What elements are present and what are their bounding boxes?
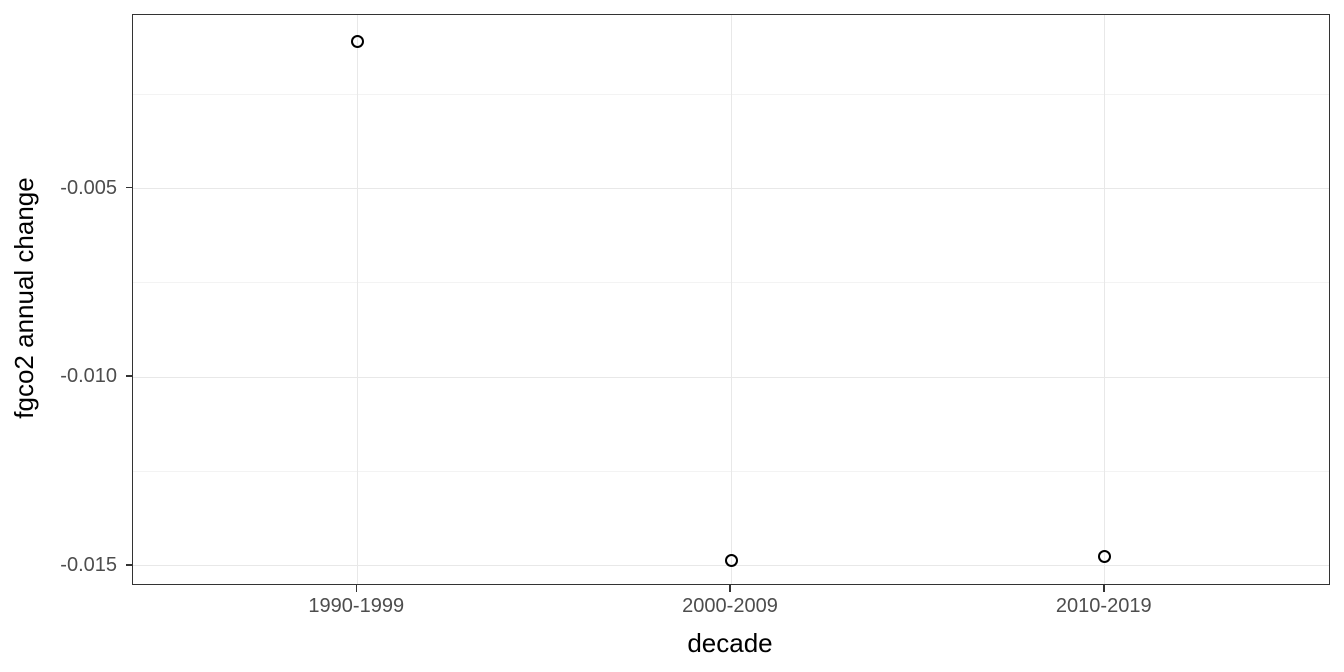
data-point-2000-2009: [724, 553, 738, 567]
x-axis-tick-mark: [355, 584, 357, 592]
x-axis-tick-label: 2000-2009: [682, 595, 778, 617]
y-axis-tick-mark: [126, 375, 133, 377]
gridline-major-vertical: [356, 15, 358, 584]
x-axis-tick-mark: [729, 584, 731, 592]
data-point-2010-2019: [1098, 550, 1112, 564]
x-axis-title: decade: [687, 628, 773, 658]
plot-panel: [132, 14, 1330, 585]
y-axis-tick-mark: [126, 186, 133, 189]
y-axis-tick-label: -0.010: [60, 365, 117, 388]
y-axis-title: fgco2 annual change: [9, 177, 39, 419]
gridline-major-vertical: [730, 15, 732, 584]
y-axis-tick-label: -0.015: [60, 553, 117, 576]
y-axis-tick-label: -0.005: [60, 176, 117, 199]
x-axis-tick-label: 1990-1999: [308, 595, 405, 617]
gridline-major-vertical: [1104, 15, 1106, 584]
y-axis-tick-mark: [126, 564, 133, 566]
x-axis-tick-mark: [1103, 584, 1105, 592]
x-axis-tick-label: 2010-2019: [1055, 595, 1152, 617]
data-point-1990-1999: [350, 34, 364, 48]
